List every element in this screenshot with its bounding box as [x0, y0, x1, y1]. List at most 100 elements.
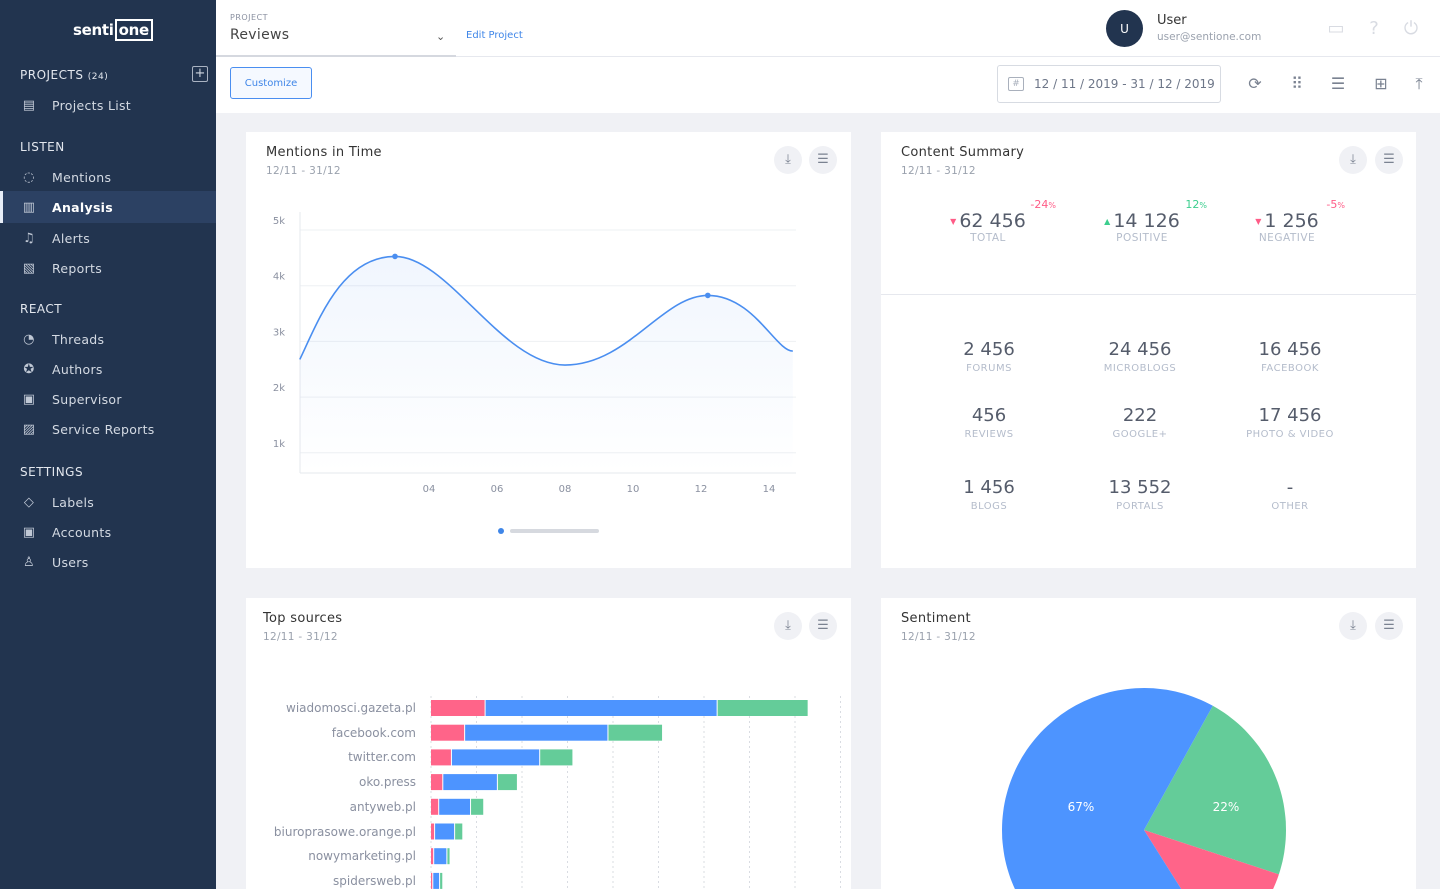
kpi-negative: ▼ 1 256 -5% NEGATIVE [1217, 198, 1357, 244]
x-tick-label: 08 [559, 484, 572, 495]
settings-sliders-icon[interactable]: ☰ [1375, 146, 1403, 174]
bar-segment[interactable] [455, 823, 463, 840]
sidebar-item-label: Service Reports [52, 421, 155, 437]
stat-forums: 2 456 FORUMS [914, 339, 1064, 374]
pie-slice[interactable] [1144, 705, 1286, 875]
kpi-value: 1 256 [1264, 210, 1319, 232]
bar-segment[interactable] [434, 848, 447, 865]
project-label: PROJECT [230, 13, 269, 22]
bar-segment[interactable] [435, 823, 455, 840]
project-select[interactable]: Reviews [230, 27, 290, 43]
scrollbar[interactable] [510, 529, 599, 533]
sidebar-item-authors[interactable]: ✪ Authors [0, 353, 216, 385]
date-range-picker[interactable]: #12 / 11 / 2019 - 31 / 12 / 2019 [997, 65, 1221, 103]
sidebar-item-label: Labels [52, 494, 95, 510]
sidebar-item-analysis[interactable]: ▥ Analysis [0, 191, 216, 223]
card-title: Mentions in Time [266, 145, 382, 160]
x-tick-label: 12 [695, 484, 708, 495]
sidebar-item-service-reports[interactable]: ▨ Service Reports [0, 413, 216, 445]
data-point[interactable] [705, 292, 711, 299]
divider [881, 294, 1416, 295]
sliders-icon[interactable]: ☰ [1330, 74, 1346, 93]
stat-blogs: 1 456 BLOGS [914, 477, 1064, 512]
sidebar-item-label: Mentions [52, 169, 112, 185]
kpi-positive: ▲ 14 126 12% POSITIVE [1072, 198, 1212, 244]
bar-segment[interactable] [440, 872, 443, 889]
card-date: 12/11 - 31/12 [263, 631, 338, 643]
add-widget-icon[interactable]: ⊞ [1374, 74, 1388, 93]
bar-segment[interactable] [608, 724, 663, 741]
sidebar-item-users[interactable]: ♙ Users [0, 546, 216, 578]
add-project-button[interactable]: + [192, 66, 208, 82]
data-point[interactable] [392, 253, 398, 260]
bar-segment[interactable] [443, 774, 497, 791]
bar-segment[interactable] [431, 798, 439, 815]
sidebar-item-reports[interactable]: ▧ Reports [0, 252, 216, 284]
edit-project-link[interactable]: Edit Project [466, 30, 523, 41]
bar-segment[interactable] [431, 749, 451, 766]
download-icon[interactable]: ⤓ [1339, 612, 1367, 640]
avatar[interactable]: U [1106, 10, 1143, 47]
stat-value: 24 456 [1108, 339, 1172, 360]
sidebar-item-accounts[interactable]: ▣ Accounts [0, 516, 216, 548]
upload-icon[interactable]: ⤒ [1415, 74, 1423, 93]
bar-segment[interactable] [485, 700, 717, 716]
bar-segment[interactable] [433, 872, 440, 889]
bar-segment[interactable] [465, 724, 608, 741]
settings-sliders-icon[interactable]: ☰ [809, 146, 837, 174]
sidebar-item-label: Authors [52, 361, 103, 377]
sidebar-item-alerts[interactable]: ♫ Alerts [0, 222, 216, 254]
stat-portals: 13 552 PORTALS [1065, 477, 1215, 512]
stat-label: GOOGLE+ [1112, 429, 1168, 440]
bar-segment[interactable] [497, 774, 517, 791]
stat-label: OTHER [1271, 501, 1309, 512]
kpi-change-value: -5 [1326, 198, 1338, 211]
area-fill [299, 256, 793, 473]
inbox-icon[interactable]: ▭ [1327, 18, 1345, 39]
download-icon[interactable]: ⤓ [1339, 146, 1367, 174]
bar-segment[interactable] [431, 724, 465, 741]
chevron-down-icon[interactable]: ⌄ [436, 30, 446, 43]
bar-segment[interactable] [431, 700, 485, 716]
bar-segment[interactable] [431, 823, 435, 840]
sidebar-item-supervisor[interactable]: ▣ Supervisor [0, 383, 216, 415]
stat-photo-video: 17 456 PHOTO & VIDEO [1215, 405, 1365, 440]
stat-value: 222 [1122, 405, 1158, 426]
customize-button[interactable]: Customize [230, 67, 312, 99]
bar-segment[interactable] [451, 749, 540, 766]
scroll-dot[interactable] [498, 528, 504, 534]
bar-segment[interactable] [717, 700, 808, 716]
trend-down-icon: ▼ [950, 217, 957, 226]
bar-segment[interactable] [431, 848, 434, 865]
settings-sliders-icon[interactable]: ☰ [809, 612, 837, 640]
download-icon[interactable]: ⤓ [774, 146, 802, 174]
grid-icon[interactable]: ⠿ [1291, 74, 1303, 93]
section-react: REACT [20, 302, 63, 316]
help-icon[interactable]: ? [1369, 18, 1379, 39]
pie-slice[interactable] [1002, 688, 1213, 889]
trend-up-icon: ▲ [1104, 217, 1111, 226]
refresh-icon[interactable]: ⟳ [1248, 74, 1262, 93]
bar-segment[interactable] [431, 774, 443, 791]
sentione-logo[interactable]: senti one [73, 19, 153, 41]
power-icon[interactable]: ⏻ [1403, 18, 1419, 39]
x-tick-label: 14 [763, 484, 776, 495]
trend-down-icon: ▼ [1255, 217, 1262, 226]
stat-value: 16 456 [1258, 339, 1322, 360]
bar-segment[interactable] [471, 798, 484, 815]
pie-slice[interactable] [1144, 830, 1279, 889]
bar-segment[interactable] [540, 749, 573, 766]
bar-segment[interactable] [431, 872, 433, 889]
sidebar-item-projects-list[interactable]: ▤ Projects List [0, 89, 216, 121]
source-label: facebook.com [331, 725, 416, 740]
sidebar-item-mentions[interactable]: ◌ Mentions [0, 161, 216, 193]
stat-label: BLOGS [970, 501, 1008, 512]
sidebar-item-threads[interactable]: ◔ Threads [0, 323, 216, 355]
bar-segment[interactable] [439, 798, 471, 815]
source-label: nowymarketing.pl [308, 849, 416, 864]
kpi-change: -24% [1030, 198, 1056, 211]
download-icon[interactable]: ⤓ [774, 612, 802, 640]
bar-segment[interactable] [447, 848, 450, 865]
settings-sliders-icon[interactable]: ☰ [1375, 612, 1403, 640]
sidebar-item-labels[interactable]: ◇ Labels [0, 486, 216, 518]
